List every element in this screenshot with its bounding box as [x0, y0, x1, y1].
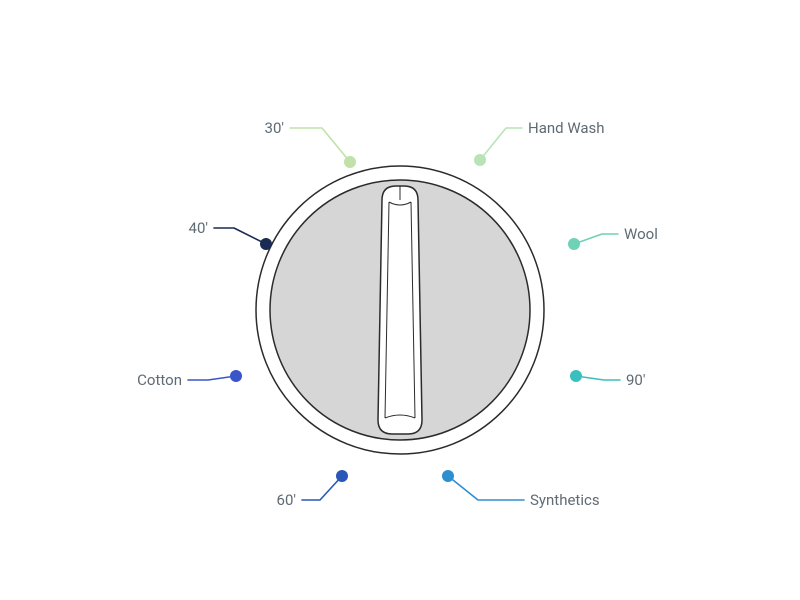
callout-dot-synthetics: [442, 470, 454, 482]
callout-dot-handwash: [474, 154, 486, 166]
callout-line-sixty: [302, 476, 342, 500]
callout-line-ninety: [576, 376, 620, 380]
dial-diagram: 30' Hand Wash 40' Wool Cotton 90' 60' Synthetic…: [0, 0, 800, 600]
callout-dot-forty: [260, 238, 272, 250]
callout-label-forty: 40': [189, 219, 208, 237]
callout-label-cotton: Cotton: [137, 371, 182, 389]
callout-label-thirty: 30': [265, 119, 284, 137]
callout-line-handwash: [480, 128, 522, 160]
callout-dot-ninety: [570, 370, 582, 382]
callout-label-wool: Wool: [624, 225, 658, 243]
callout-line-cotton: [188, 376, 236, 380]
callout-line-wool: [574, 234, 618, 244]
callout-label-synthetics: Synthetics: [530, 491, 600, 509]
callout-dot-sixty: [336, 470, 348, 482]
dial-svg: [0, 0, 800, 600]
callout-line-forty: [214, 228, 266, 244]
callout-line-thirty: [290, 128, 350, 162]
callout-dot-cotton: [230, 370, 242, 382]
callout-label-ninety: 90': [626, 371, 645, 389]
callout-dot-thirty: [344, 156, 356, 168]
callout-label-sixty: 60': [277, 491, 296, 509]
callout-label-handwash: Hand Wash: [528, 119, 605, 137]
dial-knob: [256, 166, 544, 454]
callout-line-synthetics: [448, 476, 524, 500]
callout-dot-wool: [568, 238, 580, 250]
